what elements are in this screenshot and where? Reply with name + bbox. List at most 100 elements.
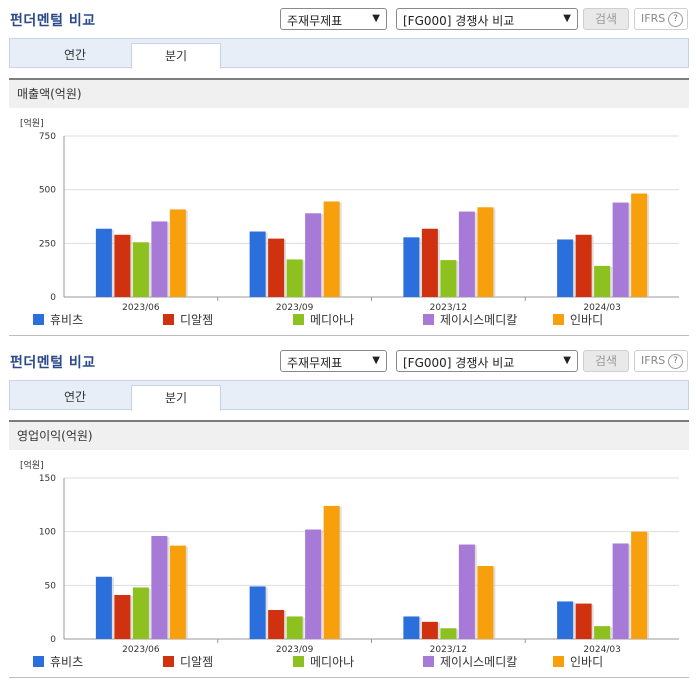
legend-swatch	[423, 656, 434, 667]
legend-item[interactable]: 휴비츠	[33, 313, 83, 329]
bar	[268, 238, 285, 297]
help-icon[interactable]: ?	[668, 354, 683, 369]
chevron-down-icon: ▼	[563, 355, 571, 366]
y-tick-label: 0	[50, 635, 56, 645]
bar	[132, 242, 149, 297]
x-tick-label: 2023/06	[122, 645, 160, 655]
chart-legend: 휴비츠 디알젬 메디아나 제이시스메디칼 인바디	[0, 313, 696, 329]
legend-label: 디알젬	[180, 655, 214, 669]
statement-select[interactable]: 주재무제표 ▼	[280, 350, 387, 372]
ifrs-button[interactable]: IFRS ?	[634, 350, 688, 372]
search-button[interactable]: 검색	[583, 8, 629, 30]
bar	[249, 586, 266, 639]
legend-item[interactable]: 인바디	[553, 313, 603, 329]
bar	[440, 260, 457, 297]
legend-swatch	[553, 656, 564, 667]
bar	[151, 535, 168, 639]
legend-label: 메디아나	[310, 313, 355, 327]
bar	[305, 529, 322, 639]
bar	[403, 237, 420, 297]
divider	[9, 677, 689, 678]
legend-item[interactable]: 디알젬	[163, 655, 213, 671]
unit-label: [억원]	[20, 459, 44, 471]
bar	[575, 234, 592, 297]
bar	[557, 239, 574, 297]
section-title: 펀더멘털 비교	[10, 13, 96, 29]
bar	[557, 601, 574, 639]
bar	[612, 202, 629, 297]
bar	[268, 610, 285, 639]
x-tick-label: 2023/06	[122, 303, 160, 313]
unit-label: [억원]	[20, 117, 44, 129]
bar	[631, 193, 648, 297]
legend-swatch	[423, 314, 434, 325]
legend-item[interactable]: 휴비츠	[33, 655, 83, 671]
bar	[114, 594, 131, 639]
compare-group-select-value: [FG000] 경쟁사 비교	[403, 14, 515, 28]
ifrs-button[interactable]: IFRS ?	[634, 8, 688, 30]
period-tabs: 연간 분기	[9, 380, 689, 411]
x-tick-label: 2023/12	[430, 303, 467, 313]
legend-swatch	[163, 314, 174, 325]
x-tick-label: 2024/03	[583, 303, 620, 313]
revenue-section: 펀더멘털 비교 주재무제표 ▼ [FG000] 경쟁사 비교 ▼ 검색 IFRS…	[0, 8, 696, 336]
y-tick-label: 750	[39, 132, 56, 142]
y-tick-label: 150	[39, 474, 56, 484]
x-tick-label: 2023/09	[276, 303, 314, 313]
legend-item[interactable]: 메디아나	[293, 655, 354, 671]
legend-label: 인바디	[570, 655, 604, 669]
bar	[169, 209, 186, 297]
y-tick-label: 50	[45, 581, 57, 591]
chart-title: 매출액(억원)	[9, 78, 689, 108]
compare-group-select[interactable]: [FG000] 경쟁사 비교 ▼	[396, 350, 578, 372]
bar	[631, 531, 648, 639]
x-tick-label: 2023/12	[430, 645, 467, 655]
bar	[114, 234, 131, 297]
y-tick-label: 100	[39, 528, 56, 538]
chart-title: 영업이익(억원)	[9, 420, 689, 450]
bar	[323, 201, 340, 297]
y-tick-label: 500	[39, 186, 56, 196]
legend-label: 휴비츠	[50, 313, 84, 327]
bar	[403, 616, 420, 639]
tab-quarterly[interactable]: 분기	[131, 43, 221, 69]
bar	[249, 231, 266, 297]
legend-label: 디알젬	[180, 313, 214, 327]
tab-quarterly[interactable]: 분기	[131, 385, 221, 411]
bar	[440, 628, 457, 639]
search-button[interactable]: 검색	[583, 350, 629, 372]
bar	[95, 228, 112, 297]
divider	[9, 335, 689, 336]
bar	[95, 576, 112, 639]
y-tick-label: 250	[39, 239, 56, 249]
statement-select[interactable]: 주재무제표 ▼	[280, 8, 387, 30]
operating-profit-section: 펀더멘털 비교 주재무제표 ▼ [FG000] 경쟁사 비교 ▼ 검색 IFRS…	[0, 342, 696, 684]
legend-swatch	[163, 656, 174, 667]
section-title: 펀더멘털 비교	[10, 355, 96, 371]
legend-item[interactable]: 디알젬	[163, 313, 213, 329]
bar	[477, 207, 494, 297]
legend-item[interactable]: 제이시스메디칼	[423, 313, 517, 329]
tab-annual[interactable]: 연간	[63, 48, 87, 62]
bar	[421, 621, 438, 639]
legend-item[interactable]: 제이시스메디칼	[423, 655, 517, 671]
bar	[323, 505, 340, 639]
bar	[575, 603, 592, 639]
bar	[151, 221, 168, 297]
compare-group-select[interactable]: [FG000] 경쟁사 비교 ▼	[396, 8, 578, 30]
legend-label: 인바디	[570, 313, 604, 327]
tab-annual[interactable]: 연간	[63, 390, 87, 404]
help-icon[interactable]: ?	[668, 12, 683, 27]
bar	[477, 566, 494, 639]
bar	[458, 211, 475, 297]
chevron-down-icon: ▼	[563, 13, 571, 24]
bar	[286, 616, 303, 639]
legend-label: 제이시스메디칼	[440, 655, 518, 669]
bar	[305, 213, 322, 297]
legend-item[interactable]: 인바디	[553, 655, 603, 671]
bar	[286, 259, 303, 297]
y-tick-label: 0	[50, 293, 56, 303]
legend-item[interactable]: 메디아나	[293, 313, 354, 329]
legend-swatch	[33, 314, 44, 325]
legend-label: 휴비츠	[50, 655, 84, 669]
